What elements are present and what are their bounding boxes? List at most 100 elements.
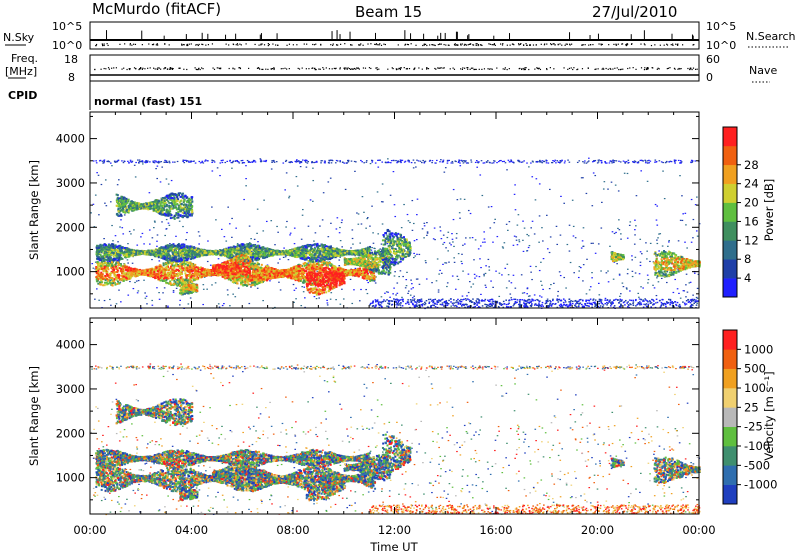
echo-point: [382, 183, 384, 184]
nave-point: [248, 68, 249, 69]
echo-point: [458, 303, 460, 304]
nave-point: [528, 69, 529, 70]
echo-point: [466, 162, 468, 163]
echo-point: [677, 288, 679, 289]
echo-point: [312, 201, 314, 202]
echo-point: [360, 289, 362, 290]
echo-point: [483, 231, 485, 232]
echo-point: [262, 300, 264, 301]
echo-point: [103, 161, 105, 162]
echo-point: [560, 300, 562, 301]
echo-point: [379, 248, 381, 249]
echo-point: [117, 184, 119, 185]
echo-point: [401, 227, 403, 228]
nsearch-point: [239, 44, 240, 45]
echo-point: [471, 161, 473, 162]
echo-point: [481, 299, 483, 300]
echo-point: [151, 300, 153, 301]
echo-point: [525, 301, 527, 302]
nave-point: [588, 68, 589, 69]
echo-point: [667, 303, 669, 304]
echo-point: [371, 161, 373, 162]
echo-point: [218, 258, 220, 259]
nave-point: [692, 69, 693, 70]
echo-point: [521, 274, 523, 275]
echo-point: [695, 299, 697, 300]
echo-point: [570, 300, 572, 301]
echo-point: [593, 302, 595, 303]
echo-point: [330, 299, 332, 300]
echo-point: [450, 244, 452, 245]
echo-point: [560, 196, 562, 197]
nave-point: [123, 68, 124, 69]
nave-point: [170, 67, 171, 68]
echo-point: [448, 160, 450, 161]
echo-point: [534, 304, 536, 305]
nave-point: [627, 68, 628, 69]
echo-point: [655, 160, 657, 161]
echo-point: [342, 162, 344, 163]
echo-point: [640, 170, 642, 171]
nave-point: [339, 68, 340, 69]
echo-point: [170, 270, 172, 272]
echo-point: [339, 161, 341, 162]
echo-point: [375, 304, 377, 305]
nave-point: [354, 68, 355, 69]
echo-point: [219, 175, 221, 176]
echo-point: [696, 196, 698, 197]
echo-point: [169, 225, 171, 226]
echo-point: [677, 302, 679, 303]
echo-point: [451, 233, 453, 234]
nsearch-point: [246, 43, 247, 44]
echo-point: [217, 167, 219, 168]
nave-point: [509, 68, 510, 69]
echo-point: [573, 272, 575, 273]
echo-point: [696, 303, 698, 304]
echo-point: [552, 303, 554, 304]
echo-point: [646, 306, 648, 307]
echo-point: [632, 300, 634, 301]
echo-point: [369, 226, 371, 227]
echo-point: [541, 227, 543, 228]
echo-point: [142, 163, 144, 164]
nave-point: [635, 69, 636, 70]
nsearch-point: [358, 44, 359, 45]
echo-point: [395, 160, 397, 161]
echo-point: [160, 181, 162, 182]
echo-point: [514, 184, 516, 185]
nsearch-point: [660, 45, 661, 46]
nsearch-point: [272, 43, 273, 44]
nave-point: [169, 69, 170, 70]
nsearch-point: [375, 44, 376, 45]
echo-point: [617, 228, 619, 229]
echo-point: [456, 300, 458, 301]
echo-point: [443, 305, 445, 306]
nsearch-point: [189, 44, 190, 45]
echo-point: [528, 166, 530, 167]
nave-point: [369, 67, 370, 68]
echo-point: [546, 162, 548, 163]
echo-point: [211, 160, 213, 161]
echo-point: [274, 162, 276, 163]
nsearch-point: [201, 44, 202, 45]
echo-point: [614, 160, 616, 161]
echo-point: [330, 178, 332, 179]
echo-point: [492, 242, 494, 243]
nsearch-point: [462, 43, 463, 44]
echo-point: [578, 306, 580, 307]
nsearch-point: [481, 45, 482, 46]
echo-point: [195, 266, 197, 268]
echo-point: [413, 167, 415, 168]
echo-point: [270, 220, 272, 221]
echo-point: [591, 277, 593, 278]
nsearch-point: [500, 43, 501, 44]
nave-point: [272, 68, 273, 69]
echo-point: [400, 302, 402, 303]
echo-point: [645, 162, 647, 163]
echo-point: [398, 161, 400, 162]
echo-point: [488, 266, 490, 267]
echo-point: [526, 162, 528, 163]
echo-point: [687, 299, 689, 300]
echo-point: [358, 213, 360, 214]
